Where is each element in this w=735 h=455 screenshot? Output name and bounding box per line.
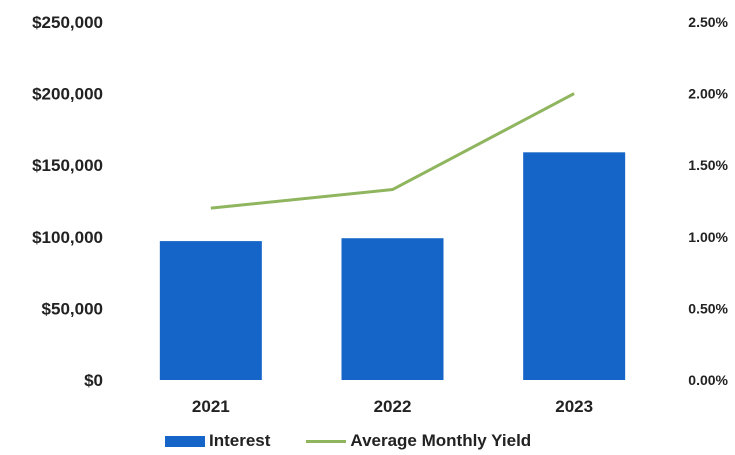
x-tick-label: 2022	[374, 397, 412, 416]
left-axis-ticks: $0 $50,000 $100,000 $150,000 $200,000 $250,00…	[32, 13, 103, 390]
yield-line	[210, 92, 575, 210]
right-tick-label: 2.50%	[688, 14, 728, 30]
right-axis-ticks: 0.00% 0.50% 1.00% 1.50% 2.00% 2.50%	[688, 14, 728, 388]
right-tick-label: 0.50%	[688, 300, 728, 316]
left-tick-label: $50,000	[42, 299, 103, 318]
left-tick-label: $250,000	[32, 13, 103, 32]
legend-label-yield: Average Monthly Yield	[350, 431, 532, 450]
legend-item-yield: Average Monthly Yield	[306, 431, 531, 451]
x-tick-label: 2021	[192, 397, 230, 416]
interest-bars	[159, 152, 626, 380]
left-tick-label: $100,000	[32, 228, 103, 247]
right-tick-label: 2.00%	[688, 86, 728, 102]
interest-bar	[523, 152, 626, 380]
x-axis-ticks: 2021 2022 2023	[192, 397, 593, 416]
legend-swatch-yield	[306, 439, 347, 443]
legend-label-interest: Interest	[209, 431, 271, 450]
right-tick-label: 0.00%	[688, 372, 728, 388]
left-tick-label: $200,000	[32, 85, 103, 104]
right-tick-label: 1.00%	[688, 229, 728, 245]
legend-swatch-interest	[165, 435, 205, 447]
legend: Interest Average Monthly Yield	[165, 428, 567, 454]
right-tick-label: 1.50%	[688, 157, 728, 173]
x-tick-label: 2023	[555, 397, 593, 416]
interest-bar	[159, 241, 262, 380]
legend-item-interest: Interest	[165, 431, 270, 451]
left-tick-label: $150,000	[32, 156, 103, 175]
left-tick-label: $0	[84, 371, 103, 390]
yield-line-layer	[210, 92, 575, 210]
interest-bar	[341, 238, 444, 380]
